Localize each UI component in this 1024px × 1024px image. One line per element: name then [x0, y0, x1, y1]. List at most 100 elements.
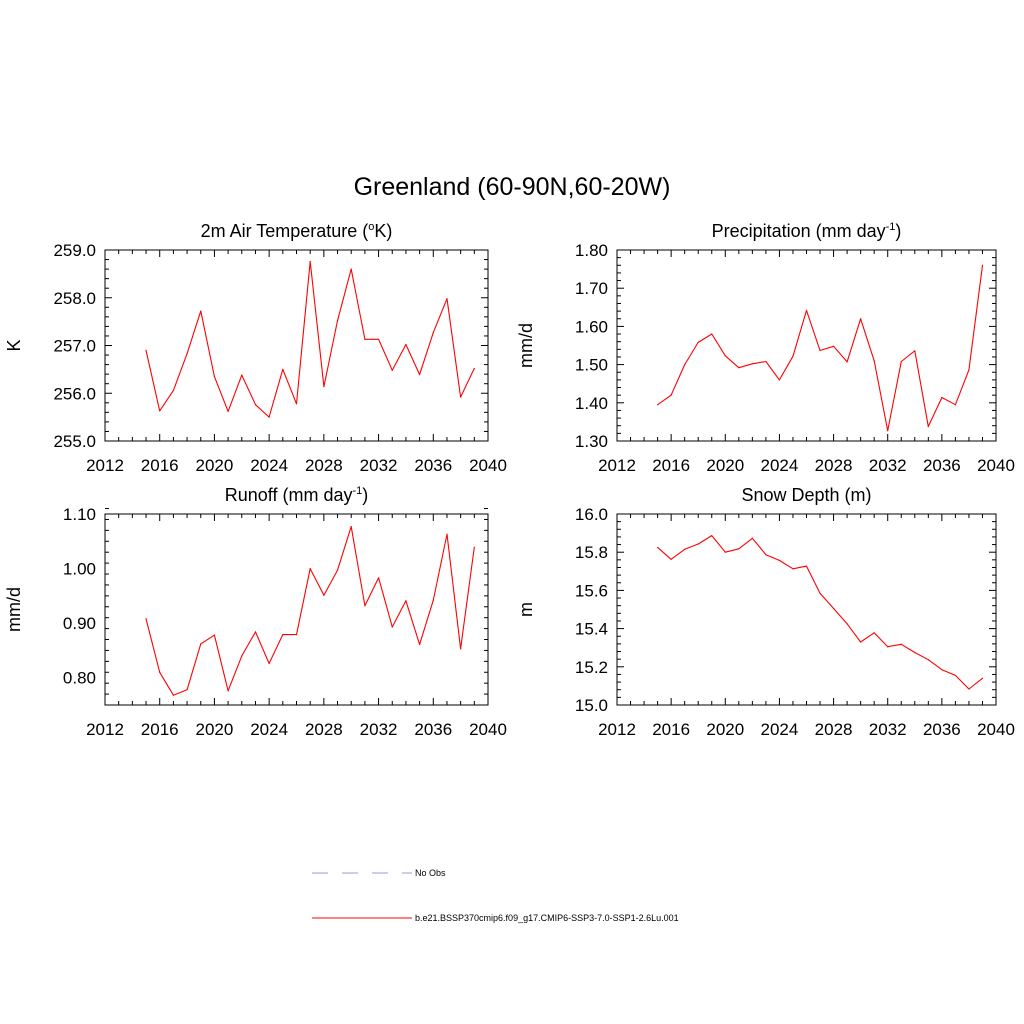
data-point: [213, 634, 216, 636]
data-point: [684, 364, 686, 366]
y-tick-label: 15.6: [575, 581, 608, 600]
data-point: [819, 349, 821, 352]
y-axis-label: m: [516, 602, 536, 617]
x-tick-label: 2020: [196, 720, 234, 739]
data-point: [323, 385, 325, 388]
data-point: [309, 567, 311, 570]
data-point: [364, 338, 366, 340]
data-point: [432, 599, 434, 601]
x-tick-label: 2016: [141, 720, 179, 739]
data-point: [391, 626, 393, 628]
data-point: [145, 349, 147, 351]
legend-label-no-obs: No Obs: [415, 868, 446, 878]
legend-label-model: b.e21.BSSP370cmip6.f09_g17.CMIP6-SSP3-7.…: [415, 913, 679, 923]
data-point: [927, 425, 929, 428]
data-point: [724, 551, 726, 553]
x-tick-label: 2012: [598, 720, 636, 739]
data-point: [336, 320, 339, 322]
data-point: [738, 548, 740, 550]
data-point: [268, 662, 270, 665]
chart-panel-precipitation: Precipitation (mm day-1) 2012 2016 2020 2024…: [516, 221, 1015, 475]
data-point: [254, 631, 257, 633]
data-point: [213, 375, 216, 378]
data-point: [364, 605, 366, 607]
data-point: [981, 264, 984, 266]
data-point: [377, 577, 380, 579]
y-tick-label: 1.80: [575, 241, 608, 260]
data-point: [765, 554, 767, 556]
figure-title: Greenland (60-90N,60-20W): [354, 173, 671, 201]
data-point: [227, 410, 229, 412]
data-point: [711, 333, 713, 335]
data-point: [941, 396, 943, 399]
data-point: [832, 345, 835, 347]
data-point: [968, 688, 970, 690]
panel-title-suffix: ): [895, 221, 901, 241]
y-tick-label: 258.0: [53, 289, 96, 308]
data-point: [295, 634, 298, 636]
data-point: [268, 416, 270, 418]
data-point: [765, 360, 767, 363]
data-point: [684, 548, 686, 550]
y-tick-label: 15.4: [575, 620, 608, 639]
y-tick-label: 255.0: [53, 432, 96, 451]
data-point: [697, 341, 699, 344]
data-point: [751, 537, 753, 539]
data-point: [446, 298, 448, 300]
data-point: [941, 669, 943, 671]
panel-title-superscript: -1: [886, 221, 896, 233]
x-tick-label: 2024: [250, 720, 288, 739]
x-tick-label: 2024: [250, 456, 288, 475]
data-point: [954, 674, 956, 676]
plot-frame: [104, 249, 489, 442]
y-axis-label: mm/d: [4, 587, 24, 632]
x-tick-label: 2024: [761, 456, 799, 475]
x-tick-label: 2040: [469, 720, 507, 739]
x-tick-label: 2028: [305, 720, 343, 739]
data-point: [860, 641, 862, 643]
data-point: [832, 607, 835, 610]
y-tick-label: 15.8: [575, 543, 608, 562]
x-tick-label: 2032: [869, 456, 907, 475]
x-tick-label: 2020: [706, 720, 744, 739]
data-point: [914, 651, 916, 654]
panel-title-superscript: o: [368, 221, 374, 233]
data-point: [805, 565, 808, 567]
data-point: [391, 369, 393, 371]
x-tick-label: 2032: [360, 456, 398, 475]
panel-title: Precipitation (mm day-1): [712, 221, 902, 241]
data-point: [846, 623, 848, 625]
x-tick-label: 2032: [869, 720, 907, 739]
data-point: [432, 332, 434, 334]
x-tick-label: 2020: [706, 456, 744, 475]
data-point: [778, 559, 781, 562]
data-point: [819, 592, 821, 594]
data-point: [145, 618, 147, 620]
data-point: [738, 367, 740, 369]
data-point: [159, 671, 161, 673]
data-point: [873, 360, 875, 362]
data-point: [846, 361, 848, 363]
data-point: [377, 338, 380, 340]
data-point: [473, 546, 475, 548]
data-point: [657, 546, 659, 549]
plot-frame: [616, 249, 997, 442]
chart-panel-runoff: Runoff (mm day-1) 2012 2016 2020 2024 2028 203…: [4, 485, 507, 739]
y-tick-label: 1.40: [575, 394, 608, 413]
legend: No Obs b.e21.BSSP370cmip6.f09_g17.CMIP6-…: [312, 868, 679, 923]
data-point: [887, 430, 889, 432]
data-point: [254, 404, 257, 406]
y-tick-label: 1.60: [575, 317, 608, 336]
data-point: [724, 355, 726, 357]
y-tick-label: 257.0: [53, 337, 96, 356]
data-point: [200, 310, 202, 312]
panel-title-text: Precipitation (mm day: [712, 221, 886, 241]
x-tick-label: 2028: [815, 456, 853, 475]
data-point: [172, 389, 174, 391]
y-axis-label: K: [4, 339, 24, 351]
x-tick-label: 2028: [815, 720, 853, 739]
data-point: [670, 558, 672, 560]
data-point: [981, 677, 984, 679]
panel-title-text: Runoff (mm day: [225, 485, 353, 505]
